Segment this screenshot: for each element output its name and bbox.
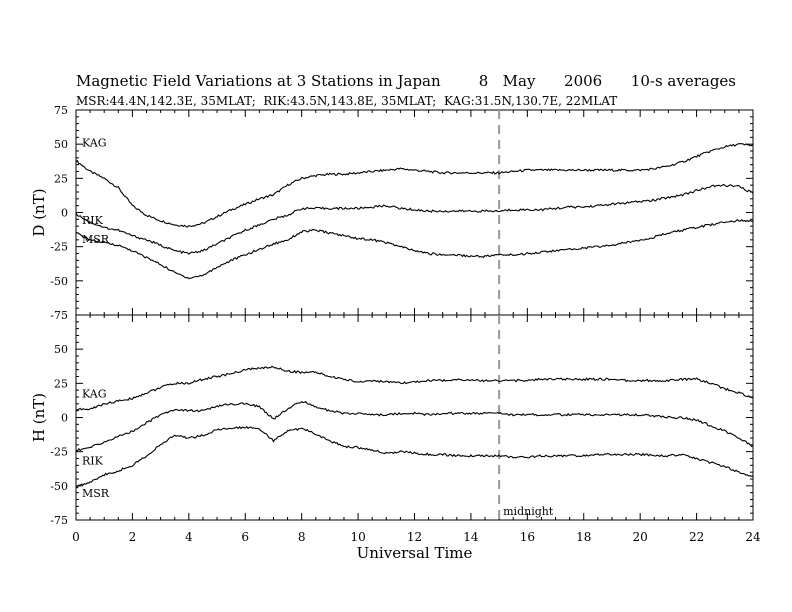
x-tick-label: 22 [689, 530, 704, 544]
series-line-msr [75, 425, 754, 489]
series-line-rik [75, 183, 754, 255]
y-tick-label: -25 [50, 241, 68, 254]
y-tick-label: -50 [50, 275, 68, 288]
series-label-rik: RIK [82, 214, 104, 227]
y-tick-label: -50 [50, 480, 68, 493]
x-tick-label: 24 [745, 530, 761, 544]
x-tick-label: 8 [298, 530, 306, 544]
series-label-msr: MSR [82, 487, 110, 500]
series-label-msr: MSR [82, 233, 110, 246]
x-tick-label: 16 [520, 530, 535, 544]
y-tick-label: 25 [54, 377, 68, 390]
station-coordinates: MSR:44.4N,142.3E, 35MLAT; RIK:43.5N,143.… [76, 94, 618, 108]
plot-frame [75, 314, 754, 521]
y-axis-label: H (nT) [30, 393, 48, 442]
x-tick-label: 20 [633, 530, 648, 544]
y-tick-label: 0 [61, 207, 68, 220]
y-tick-label: 25 [54, 172, 68, 185]
series-line-kag [75, 365, 754, 411]
x-tick-label: 4 [185, 530, 193, 544]
x-tick-label: 18 [576, 530, 591, 544]
series-line-rik [75, 401, 754, 452]
y-axis-label: D (nT) [30, 188, 48, 236]
x-tick-label: 14 [463, 530, 479, 544]
x-tick-label: 10 [350, 530, 365, 544]
y-tick-label: 75 [54, 104, 68, 117]
y-tick-label: -25 [50, 446, 68, 459]
series-line-msr [75, 218, 754, 280]
series-line-kag [75, 143, 754, 228]
y-tick-label: -75 [50, 514, 68, 527]
x-tick-label: 6 [241, 530, 249, 544]
y-tick-label: -75 [50, 309, 68, 322]
y-tick-label: 0 [61, 412, 68, 425]
y-tick-label: 50 [54, 138, 68, 151]
series-label-kag: KAG [82, 387, 107, 400]
midnight-annotation: midnight [503, 505, 554, 518]
plot-frame [75, 109, 754, 316]
x-tick-label: 12 [407, 530, 422, 544]
y-tick-label: 50 [54, 343, 68, 356]
x-axis-label: Universal Time [357, 544, 473, 562]
chart-title: Magnetic Field Variations at 3 Stations … [76, 72, 737, 90]
series-label-rik: RIK [82, 454, 104, 467]
x-tick-label: 2 [129, 530, 137, 544]
x-tick-label: 0 [72, 530, 80, 544]
series-label-kag: KAG [82, 137, 107, 150]
